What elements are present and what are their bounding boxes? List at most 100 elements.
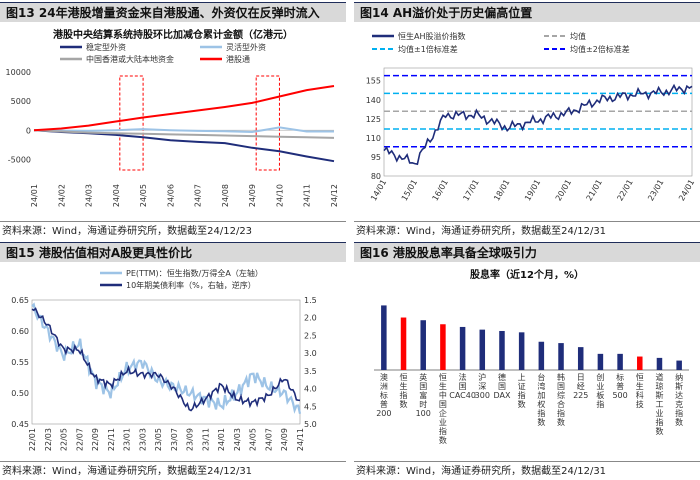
- bar: [440, 324, 446, 370]
- x-tick-label: 24/01: [30, 184, 39, 207]
- x-tick-label: 22/01: [28, 428, 37, 451]
- x-tick-label: 19/01: [523, 178, 542, 202]
- x-tick-label: 24/02: [57, 184, 66, 207]
- x-category-label: 英国富时 100: [416, 372, 431, 418]
- legend-label: 均值: [570, 31, 586, 41]
- x-tick-label: 22/07: [75, 428, 84, 451]
- figure-15-divider: [0, 461, 346, 462]
- y-right-tick-label: 3.0: [304, 349, 317, 358]
- y-left-tick-label: 0.50: [11, 389, 29, 398]
- x-tick-label: 24/09: [248, 184, 257, 207]
- legend-label: 均值±1倍标准差: [398, 44, 458, 54]
- bar: [656, 357, 663, 370]
- bar: [676, 360, 682, 370]
- x-category-label: 恒生中国企业指数: [439, 372, 447, 445]
- y-tick-label: 0: [26, 126, 31, 135]
- y-right-tick-label: 3.5: [304, 367, 317, 376]
- bar: [420, 320, 426, 370]
- x-tick-label: 24/01: [677, 178, 696, 202]
- bar: [617, 353, 623, 370]
- series-line: [33, 126, 334, 134]
- legend-label: 港股通: [226, 54, 250, 64]
- bar: [459, 326, 466, 370]
- x-tick-label: 24/07: [264, 428, 273, 451]
- figure-14-source: 资料来源：Wind，海通证券研究所，数据截至24/12/31: [356, 226, 607, 237]
- y-tick-label: -5000: [8, 155, 31, 164]
- y-tick-label: 80: [371, 172, 381, 181]
- y-right-tick-label: 5.0: [304, 420, 317, 429]
- x-tick-label: 14/01: [369, 178, 388, 202]
- x-tick-label: 23/05: [154, 428, 163, 451]
- y-left-tick-label: 0.45: [11, 420, 29, 429]
- x-tick-label: 22/01: [615, 178, 634, 202]
- x-tick-label: 24/11: [296, 428, 305, 451]
- x-category-label: 法国 CAC40: [449, 372, 476, 400]
- bar: [381, 305, 387, 370]
- figure-13-source: 资料来源：Wind，海通证券研究所，数据截至24/12/23: [2, 226, 253, 237]
- y-tick-label: 5000: [11, 97, 31, 106]
- y-right-tick-label: 4.0: [304, 385, 317, 394]
- legend-label: 10年期美债利率（%，右轴，逆序）: [126, 280, 256, 290]
- x-tick-label: 24/08: [221, 184, 230, 207]
- x-tick-label: 23/09: [186, 428, 195, 451]
- y-right-tick-label: 4.5: [304, 402, 317, 411]
- x-tick-label: 24/10: [275, 184, 284, 207]
- x-category-label: 沪深 300: [475, 372, 490, 400]
- x-tick-label: 23/01: [646, 178, 665, 202]
- y-left-tick-label: 0.60: [11, 327, 29, 336]
- x-category-label: 标普 500: [612, 372, 627, 400]
- y-tick-label: 125: [366, 115, 381, 124]
- figure-14-divider: [354, 221, 700, 222]
- x-tick-label: 23/01: [123, 428, 132, 451]
- chart-title: 股息率（近12个月，%）: [470, 268, 584, 281]
- x-tick-label: 15/01: [400, 178, 419, 202]
- x-tick-label: 24/01: [217, 428, 226, 451]
- chart-title: 港股中央结算系统持股环比加减仓累计金额（亿港元）: [53, 28, 293, 41]
- bar: [499, 330, 505, 370]
- x-category-label: 韩国综合指数: [557, 372, 565, 427]
- y-tick-label: 10000: [6, 68, 31, 77]
- x-tick-label: 24/12: [330, 184, 339, 207]
- bar: [400, 317, 407, 370]
- legend-label: 恒生AH股溢价指数: [398, 31, 466, 41]
- figure-16-title: 图16 港股股息率具备全球吸引力: [354, 242, 700, 262]
- y-right-tick-label: 2.0: [304, 314, 317, 323]
- x-tick-label: 16/01: [431, 178, 450, 202]
- bar: [637, 356, 643, 370]
- bar: [558, 343, 564, 370]
- figure-15-source: 资料来源：Wind，海通证券研究所，数据截至24/12/31: [2, 466, 253, 477]
- figure-16-divider: [354, 461, 700, 462]
- plot-frame: [31, 299, 301, 425]
- x-tick-label: 24/04: [112, 184, 121, 207]
- x-tick-label: 20/01: [554, 178, 573, 202]
- x-category-label: 澳洲标普 200: [376, 372, 391, 418]
- bar: [518, 332, 525, 370]
- x-tick-label: 22/09: [91, 428, 100, 451]
- figure-16-source: 资料来源：Wind，海通证券研究所，数据截至24/12/31: [356, 466, 607, 477]
- y-left-tick-label: 0.55: [11, 358, 29, 367]
- bar: [597, 353, 604, 370]
- bar: [577, 347, 584, 370]
- figure-13-panel: 图13 24年港股增量资金来自港股通、外资仅在反弹时流入 港股中央结算系统持股环…: [0, 0, 346, 240]
- x-tick-label: 22/03: [44, 428, 53, 451]
- series-line: [33, 85, 335, 132]
- x-tick-label: 22/11: [107, 428, 116, 451]
- legend-label: PE(TTM)：恒生指数/万得全A（左轴）: [126, 268, 263, 278]
- x-tick-label: 17/01: [461, 178, 480, 202]
- series-line: [383, 83, 693, 166]
- figure-13-title: 图13 24年港股增量资金来自港股通、外资仅在反弹时流入: [0, 2, 346, 22]
- x-category-label: 恒生科技: [636, 372, 644, 409]
- highlight-box: [119, 75, 144, 171]
- figure-14-title: 图14 AH溢价处于历史偏高位置: [354, 2, 700, 22]
- x-tick-label: 21/01: [585, 178, 604, 202]
- y-left-tick-label: 0.65: [11, 296, 29, 305]
- legend-label: 灵活型外资: [226, 42, 266, 52]
- x-tick-label: 24/09: [280, 428, 289, 451]
- y-right-tick-label: 1.5: [304, 296, 317, 305]
- bar: [479, 329, 486, 370]
- y-tick-label: 140: [366, 96, 381, 105]
- x-category-label: 创业板指: [596, 372, 604, 409]
